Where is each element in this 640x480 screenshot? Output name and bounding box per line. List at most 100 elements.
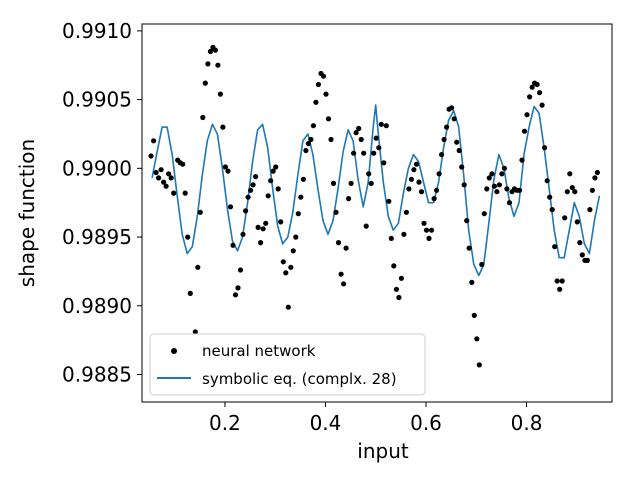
scatter-point [388,235,394,241]
scatter-point [258,240,264,246]
x-tick-label: 0.2 [209,411,241,435]
scatter-point [481,211,487,217]
scatter-point [163,183,169,189]
scatter-point [303,147,309,154]
scatter-point [562,215,568,221]
scatter-point [148,153,154,159]
scatter-point [534,81,540,88]
scatter-point [496,182,502,188]
scatter-point [335,240,342,246]
scatter-point [156,175,162,181]
scatter-point [401,231,407,237]
scatter-point [587,207,593,213]
legend-marker-neural-network [171,348,177,354]
scatter-point [519,157,525,163]
scatter-point [351,150,357,156]
scatter-point [187,290,193,296]
scatter-point [557,286,563,292]
scatter-point [547,194,553,200]
scatter-point [265,193,271,199]
scatter-point [366,171,372,177]
scatter-point [466,245,472,251]
axes-frame [141,23,613,403]
scatter-point [567,171,573,177]
scatter-point [260,226,266,232]
scatter-point [255,224,261,230]
scatter-point [436,171,442,177]
scatter-point [230,242,236,248]
scatter-point [313,99,319,105]
y-axis-label: shape function [15,139,39,287]
scatter-point [171,190,177,196]
scatter-point [320,73,327,79]
scatter-point [416,179,422,185]
scatter-point [248,187,254,193]
scatter-layer [148,44,601,368]
scatter-point [559,278,565,284]
scatter-point [569,185,575,191]
y-tick-label: 0.9900 [62,156,132,180]
scatter-point [353,130,359,136]
scatter-point [288,264,294,270]
scatter-point [280,259,286,265]
scatter-point [215,62,221,68]
scatter-point [166,171,172,177]
scatter-point [489,171,495,177]
scatter-point [202,80,208,86]
plot-area [148,44,601,368]
scatter-point [153,169,159,176]
scatter-point [356,125,362,132]
scatter-point [245,194,251,200]
scatter-point [151,138,157,144]
scatter-point [185,234,191,240]
scatter-point [516,187,523,193]
scatter-point [421,220,427,226]
scatter-point [268,178,274,184]
scatter-point [486,175,492,181]
scatter-point [479,261,485,268]
scatter-point [253,174,259,180]
scatter-point [592,175,598,181]
scatter-point [423,227,430,233]
x-axis-label: input [357,439,409,463]
scatter-point [431,196,437,202]
scatter-point [305,141,311,147]
scatter-point [406,186,412,192]
scatter-point [315,81,321,88]
scatter-point [192,329,198,335]
scatter-point [564,189,570,195]
scatter-point [552,244,558,250]
scatter-point [363,223,369,229]
scatter-point [368,180,374,186]
scatter-point [589,187,596,193]
scatter-point [461,182,467,188]
scatter-point [383,123,389,129]
scatter-point [471,312,477,318]
scatter-point [240,231,246,237]
scatter-point [529,84,535,90]
scatter-point [232,292,239,298]
scatter-point [333,209,339,215]
scatter-point [243,208,249,214]
scatter-point [220,124,226,130]
y-axis: 0.9885 0.9890 0.9895 0.9900 0.9905 0.9910 [62,19,142,387]
scatter-point [484,186,490,192]
scatter-point [275,186,281,192]
scatter-point [474,336,480,342]
y-tick-label: 0.9885 [62,363,132,387]
scatter-point [371,150,377,156]
scatter-point [579,252,585,258]
scatter-point [222,164,228,170]
scatter-point [310,123,316,129]
scatter-point [408,176,414,182]
scatter-point [441,136,447,143]
scatter-point [574,219,580,225]
y-tick-label: 0.9910 [62,19,132,43]
scatter-point [330,180,337,186]
scatter-point [298,194,304,200]
scatter-point [295,211,301,217]
scatter-point [323,91,329,97]
scatter-point [549,207,555,213]
scatter-point [418,189,425,195]
